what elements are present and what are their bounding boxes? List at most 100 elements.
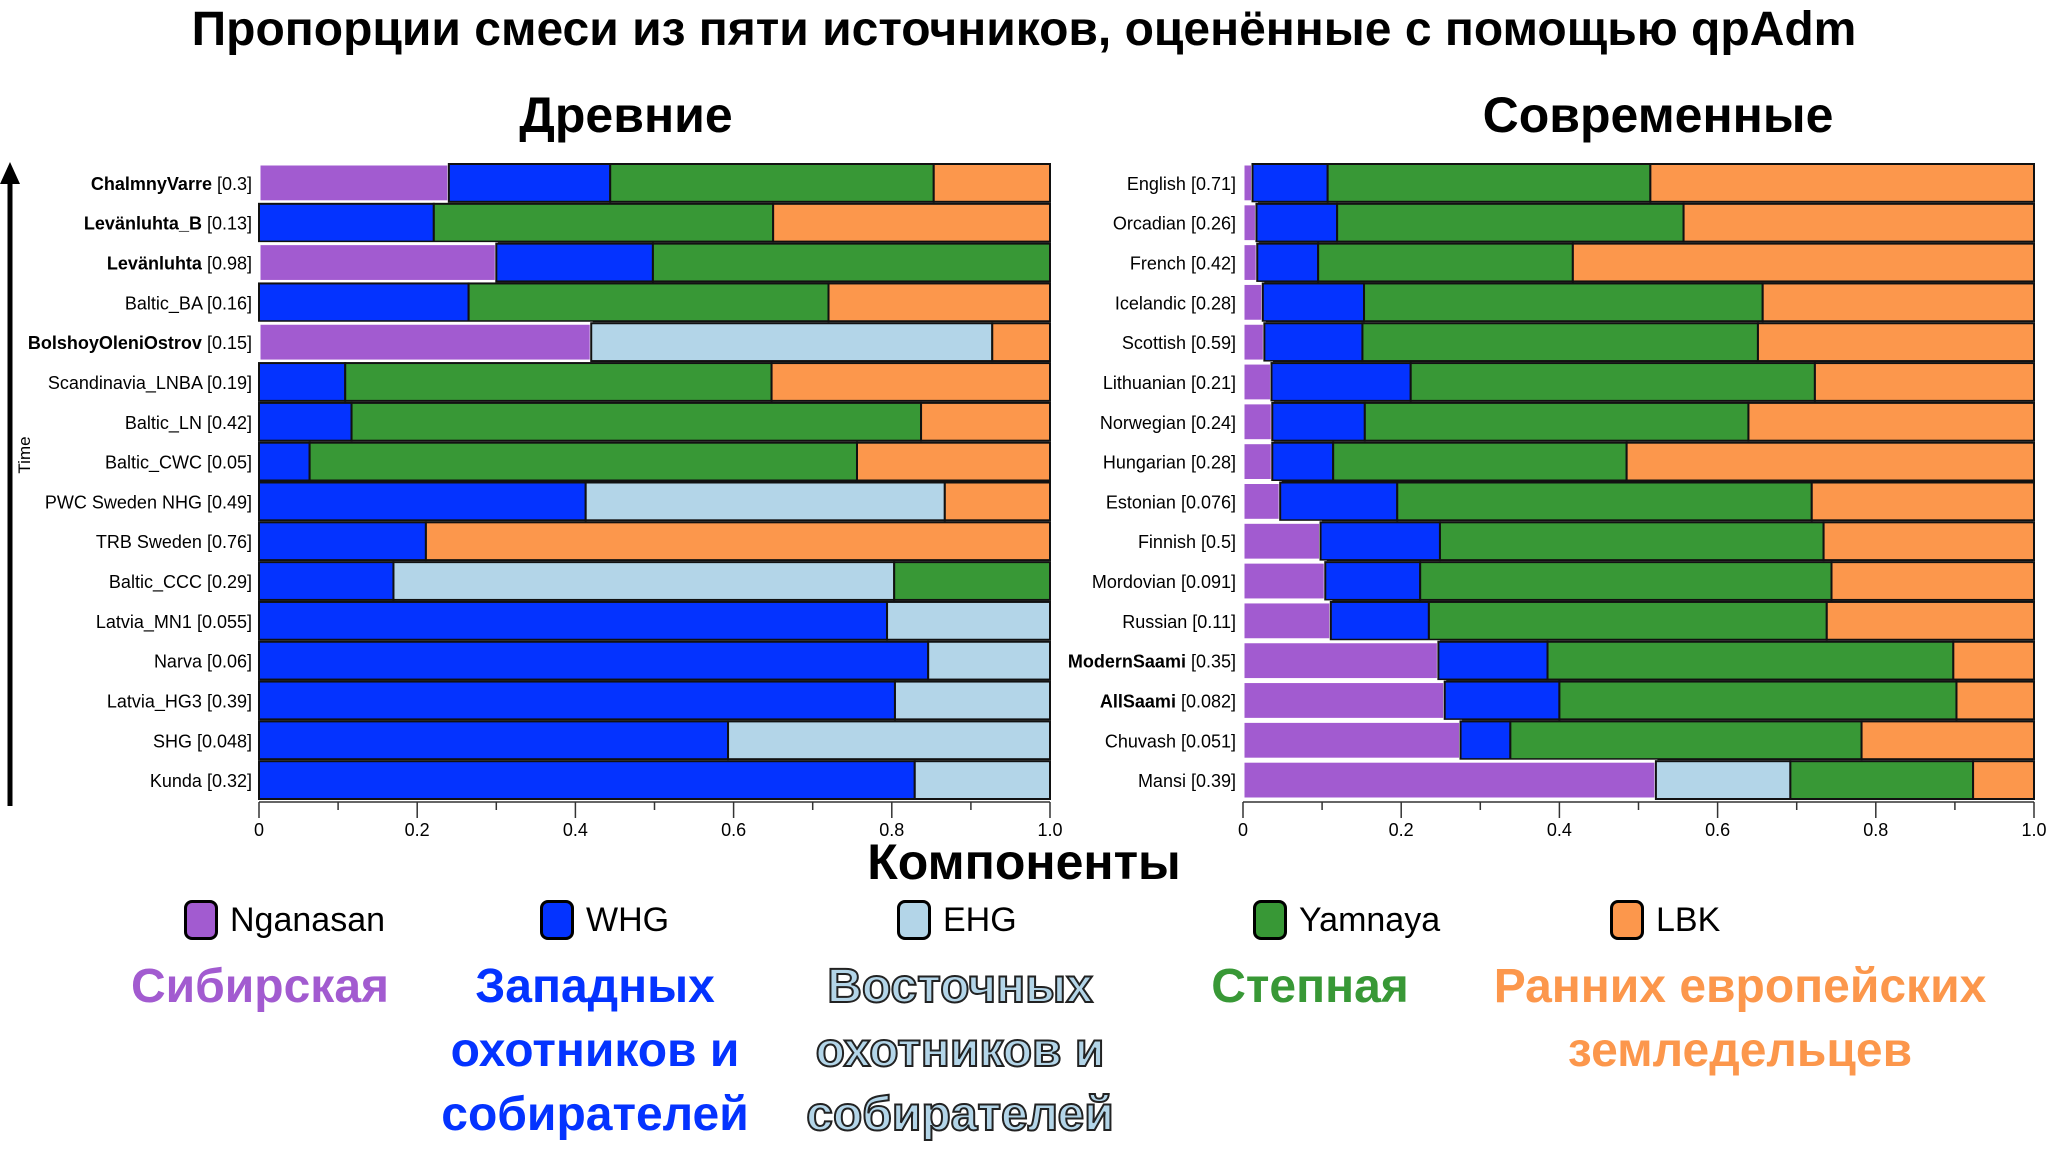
group-label-line: Западных: [475, 960, 715, 1013]
bar-segment-yamnaya: [1789, 760, 1975, 800]
x-tick-label: 0: [254, 820, 264, 840]
panel-title-modern: Современные: [1482, 87, 1834, 143]
bar-segment-whg: [258, 202, 435, 243]
bar-segment-lbk: [855, 441, 1051, 482]
category-label: French [0.42]: [1130, 254, 1236, 274]
bar-segment-nganasan: [1241, 281, 1265, 323]
category-label: Baltic_LN [0.42]: [125, 413, 252, 434]
bar-segment-whg: [1443, 680, 1561, 721]
category-label: Chuvash [0.051]: [1105, 731, 1236, 751]
figure-title: Пропорции смеси из пяти источников, оцен…: [191, 3, 1857, 56]
bar-segment-lbk: [1813, 362, 2035, 402]
x-tick-label: 0.6: [721, 820, 746, 840]
time-arrow-head: [0, 162, 20, 184]
bar-segment-yamnaya: [1361, 322, 1759, 363]
bar-segment-nganasan: [1241, 481, 1282, 522]
bar-segment-yamnaya: [893, 561, 1051, 601]
bar-segment-lbk: [1747, 401, 2035, 442]
bar-segment-whg: [1324, 561, 1422, 601]
category-label: Levänluhta_B [0.13]: [84, 214, 252, 234]
x-tick-label: 0.4: [563, 820, 588, 840]
bar-segment-lbk: [991, 322, 1052, 363]
legend-label: Nganasan: [230, 900, 386, 939]
bar-segment-yamnaya: [1396, 481, 1813, 522]
x-tick-label: 0.2: [405, 820, 430, 840]
bar-segment-lbk: [1972, 760, 2036, 800]
bar-segment-lbk: [943, 481, 1051, 522]
group-label-line: собирателей: [805, 1087, 1114, 1142]
bar-segment-lbk: [1822, 521, 2035, 562]
group-label-line: Сибирская: [130, 960, 390, 1013]
bar-segment-lbk: [1682, 202, 2036, 243]
bar-segment-whg: [258, 362, 347, 402]
bar-segment-yamnaya: [1546, 640, 1955, 681]
bar-segment-lbk: [1952, 640, 2035, 681]
x-tick-label: 0: [1238, 820, 1248, 840]
group-label-line: Степная: [1211, 960, 1409, 1013]
bar-segment-yamnaya: [609, 163, 935, 203]
bar-segment-whg: [258, 481, 587, 522]
category-label: TRB Sweden [0.76]: [96, 532, 252, 552]
bar-segment-ehg: [913, 760, 1052, 800]
time-axis-label: Time: [15, 436, 34, 473]
bar-segment-whg: [258, 720, 730, 761]
bar-segment-ehg: [893, 680, 1051, 721]
bar-segment-nganasan: [257, 321, 593, 363]
legend: Nganasan WHG EHG Yamnaya LBK: [0, 900, 2048, 950]
bar-segment-ehg: [392, 561, 896, 601]
category-label: Scottish [0.59]: [1122, 333, 1236, 353]
bar-segment-whg: [258, 680, 896, 721]
panel-title-ancient: Древние: [519, 87, 733, 143]
bar-segment-whg: [1271, 441, 1335, 482]
bar-segment-whg: [258, 282, 470, 323]
category-label: Russian [0.11]: [1122, 612, 1236, 632]
bar-segment-lbk: [1649, 163, 2035, 203]
category-label: Lithuanian [0.21]: [1103, 373, 1236, 393]
bar-segment-yamnaya: [1326, 163, 1652, 203]
legend-label: WHG: [586, 900, 670, 939]
bar-segment-yamnaya: [1427, 600, 1828, 641]
x-axis-label: Компоненты: [867, 834, 1181, 890]
bar-segment-whg: [1437, 640, 1549, 681]
bar-segment-yamnaya: [1336, 202, 1685, 243]
bar-segment-nganasan: [1241, 321, 1266, 363]
category-label: Scandinavia_LNBA [0.19]: [48, 373, 252, 394]
group-label-line: земледельцев: [1567, 1024, 1913, 1077]
category-label: AllSaami [0.082]: [1100, 691, 1236, 711]
bar-segment-whg: [258, 441, 311, 482]
category-label: Icelandic [0.28]: [1115, 293, 1236, 313]
legend-item-whg: WHG: [540, 900, 669, 940]
bar-segment-yamnaya: [467, 282, 830, 323]
legend-swatch-lbk: [1610, 900, 1644, 940]
bar-segment-whg: [258, 401, 353, 442]
group-label-ehg: Восточных охотников и собирателей: [780, 955, 1140, 1147]
bar-segment-lbk: [772, 202, 1052, 243]
group-label-steppe: Степная: [1180, 955, 1440, 1019]
category-label: Narva [0.06]: [154, 652, 252, 672]
bar-segment-whg: [1329, 600, 1430, 641]
bar-segment-nganasan: [1241, 401, 1274, 443]
bar-segment-yamnaya: [1332, 441, 1628, 482]
bar-segment-nganasan: [1241, 441, 1274, 482]
bar-segment-nganasan: [1241, 640, 1440, 682]
bar-segment-lbk: [1810, 481, 2035, 522]
bar-segment-lbk: [1955, 680, 2036, 721]
bar-segment-lbk: [920, 401, 1052, 442]
bar-segment-yamnaya: [1438, 521, 1825, 562]
category-label: Hungarian [0.28]: [1103, 453, 1236, 473]
bar-segment-ehg: [584, 481, 946, 522]
legend-swatch-yamnaya: [1253, 900, 1287, 940]
category-label: Latvia_MN1 [0.055]: [96, 612, 252, 633]
bar-segment-whg: [1271, 401, 1366, 442]
category-label: Norwegian [0.24]: [1100, 413, 1236, 433]
bar-segment-lbk: [827, 282, 1052, 323]
bar-segment-whg: [258, 600, 889, 641]
bar-segment-lbk: [1756, 322, 2036, 363]
bar-segment-yamnaya: [651, 242, 1052, 283]
bar-segment-lbk: [1830, 561, 2036, 601]
bar-segment-yamnaya: [350, 401, 923, 442]
legend-item-nganasan: Nganasan: [184, 900, 385, 940]
group-label-line: охотников и: [450, 1024, 740, 1077]
bar-segment-whg: [1263, 322, 1364, 363]
